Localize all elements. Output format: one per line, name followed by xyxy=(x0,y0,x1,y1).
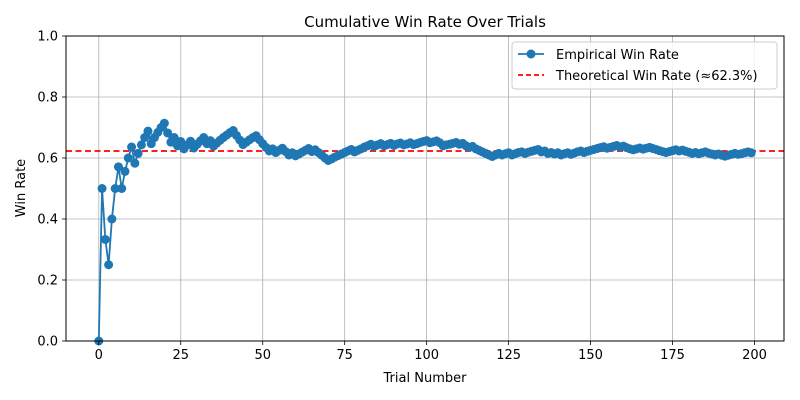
x-tick-label: 50 xyxy=(254,348,271,363)
y-tick-label: 0.0 xyxy=(37,335,58,350)
data-point xyxy=(130,159,139,168)
y-tick-label: 0.8 xyxy=(37,91,58,106)
data-point xyxy=(107,215,116,224)
legend: Empirical Win Rate Theoretical Win Rate … xyxy=(512,42,777,89)
data-point xyxy=(98,184,107,193)
data-point xyxy=(127,143,136,152)
data-point xyxy=(134,149,143,158)
x-tick-label: 125 xyxy=(496,348,521,363)
data-point xyxy=(143,127,152,136)
data-point xyxy=(117,184,126,193)
data-point xyxy=(747,148,756,157)
y-tick-label: 1.0 xyxy=(37,30,58,45)
data-point xyxy=(104,260,113,269)
data-point xyxy=(101,235,110,244)
x-tick-label: 100 xyxy=(414,348,439,363)
x-tick-label: 150 xyxy=(578,348,603,363)
y-axis-label: Win Rate xyxy=(14,159,29,217)
x-tick-label: 75 xyxy=(336,348,353,363)
x-axis-label: Trial Number xyxy=(383,371,468,386)
legend-empirical-marker xyxy=(527,50,536,59)
y-tick-label: 0.4 xyxy=(37,213,58,228)
x-tick-label: 25 xyxy=(172,348,189,363)
y-tick-label: 0.6 xyxy=(37,152,58,167)
x-tick-label: 175 xyxy=(660,348,685,363)
data-point xyxy=(121,167,130,176)
y-tick-label: 0.2 xyxy=(37,274,58,289)
legend-theoretical-label: Theoretical Win Rate (≈62.3%) xyxy=(555,69,758,84)
chart-title: Cumulative Win Rate Over Trials xyxy=(304,13,546,31)
data-point xyxy=(160,119,169,128)
x-tick-label: 200 xyxy=(742,348,767,363)
x-tick-label: 0 xyxy=(95,348,103,363)
legend-empirical-label: Empirical Win Rate xyxy=(556,48,679,63)
